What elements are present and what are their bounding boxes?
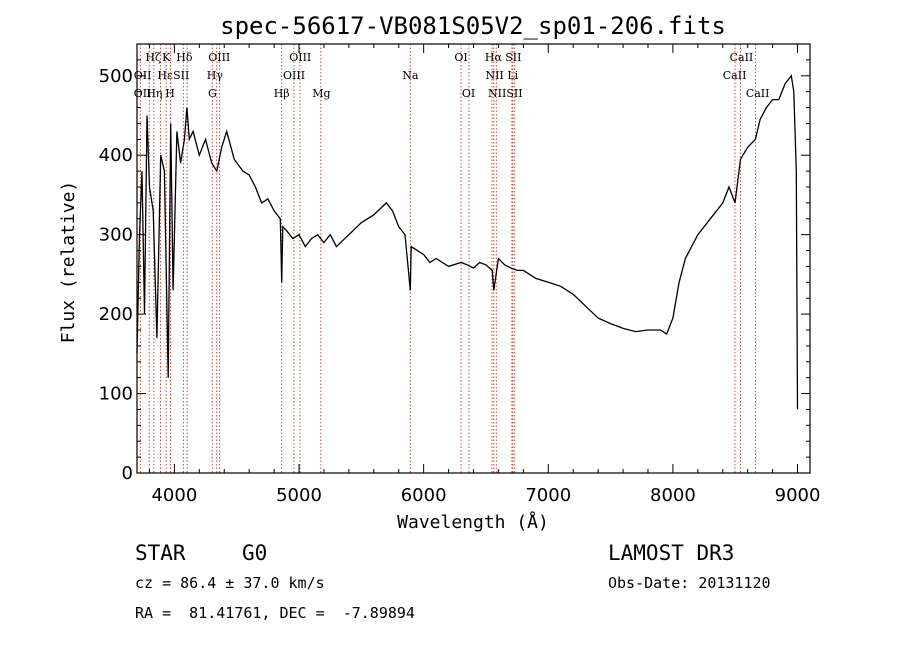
axis-ticks: 4000 5000 6000 7000 8000 9000 0 100 200 300 400 500 (99, 44, 821, 506)
y-tick-label: 400 (99, 145, 133, 166)
line-label: OI (454, 51, 467, 64)
x-tick-label: 9000 (775, 485, 821, 506)
line-label: Hη (146, 87, 162, 100)
y-tick-label: 500 (99, 66, 133, 87)
line-label: NII (486, 69, 504, 82)
chart-title: spec-56617-VB081S05V2_sp01-206.fits (220, 12, 726, 40)
y-tick-label: 0 (122, 463, 133, 484)
line-label: SII (505, 51, 521, 64)
plot-frame (136, 43, 811, 474)
subclass: G0 (242, 541, 268, 565)
spectrum-line (136, 74, 799, 410)
line-label: Hβ (274, 87, 290, 100)
line-label: OIII (208, 51, 230, 64)
y-tick-label: 100 (99, 384, 133, 405)
x-tick-label: 8000 (650, 485, 696, 506)
obs-date: Obs-Date: 20131120 (608, 574, 771, 592)
coordinates: RA = 81.41761, DEC = -7.89894 (135, 604, 415, 622)
x-tick-label: 7000 (525, 485, 571, 506)
line-label: Hγ (207, 69, 224, 82)
line-label: G (208, 87, 217, 100)
line-label: CaII (746, 87, 770, 100)
y-axis-label: Flux (relative) (58, 181, 79, 344)
x-tick-label: 4000 (151, 485, 197, 506)
line-label: SII (173, 69, 189, 82)
x-axis-label: Wavelength (Å) (397, 511, 549, 533)
y-tick-label: 200 (99, 304, 133, 325)
x-tick-label: 6000 (401, 485, 447, 506)
line-label: Hα (485, 51, 503, 64)
survey-label: LAMOST DR3 (608, 541, 735, 565)
object-type: STAR (135, 541, 186, 565)
line-label: Li (507, 69, 518, 82)
line-label: Hζ (145, 51, 161, 64)
line-label: OII (134, 87, 152, 100)
line-label: Na (402, 69, 419, 82)
y-tick-label: 300 (99, 225, 133, 246)
line-label: Hε (157, 69, 173, 82)
line-label: OIII (283, 69, 305, 82)
line-label: OI (462, 87, 475, 100)
x-tick-label: 5000 (276, 485, 322, 506)
line-label: OIII (289, 51, 311, 64)
line-label: NIISII (488, 87, 523, 100)
line-label: Mg (312, 87, 330, 100)
emission-line-markers (139, 44, 756, 473)
line-label: K (162, 51, 171, 64)
line-label: H (165, 87, 175, 100)
line-label: Hδ (176, 51, 193, 64)
line-label: CaII (723, 69, 747, 82)
line-label: CaII (730, 51, 754, 64)
redshift-text: cz = 86.4 ± 37.0 km/s (135, 574, 325, 592)
